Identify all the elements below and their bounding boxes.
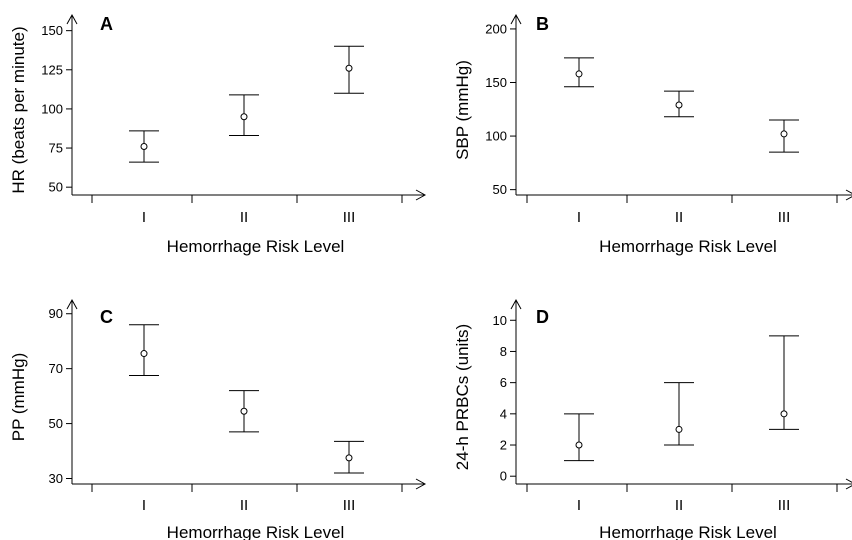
x-category-label: I (577, 497, 581, 514)
y-tick-label: 75 (49, 141, 63, 156)
x-category-label: II (675, 209, 683, 226)
y-tick-label: 70 (49, 361, 63, 376)
data-point (140, 350, 148, 358)
y-tick-label: 150 (41, 23, 63, 38)
x-axis-title: Hemorrhage Risk Level (167, 523, 345, 540)
panel-letter: A (100, 14, 113, 34)
y-tick-label: 150 (485, 75, 507, 90)
y-tick-label: 4 (500, 406, 507, 421)
data-point (575, 441, 583, 449)
x-category-label: III (343, 209, 356, 226)
y-tick-label: 200 (485, 21, 507, 36)
y-tick-label: 0 (500, 469, 507, 484)
x-axis-arrow (845, 189, 852, 201)
data-point (575, 70, 583, 78)
y-axis-arrow (66, 13, 78, 25)
y-axis-title: PP (mmHg) (9, 353, 28, 441)
x-category-label: I (142, 497, 146, 514)
data-point (240, 113, 248, 121)
x-axis-arrow (415, 478, 427, 490)
panel-letter: B (536, 14, 549, 34)
x-category-label: I (577, 209, 581, 226)
y-tick-label: 50 (493, 182, 507, 197)
y-tick-label: 90 (49, 306, 63, 321)
y-axis-title: SBP (mmHg) (453, 60, 472, 160)
data-point (240, 407, 248, 415)
data-point (345, 454, 353, 462)
y-tick-label: 50 (49, 416, 63, 431)
y-tick-label: 8 (500, 344, 507, 359)
y-tick-label: 100 (485, 129, 507, 144)
y-axis-arrow (510, 13, 522, 25)
y-axis-title: 24-h PRBCs (units) (453, 324, 472, 470)
y-tick-label: 50 (49, 180, 63, 195)
x-category-label: II (675, 497, 683, 514)
y-axis-title: HR (beats per minute) (9, 26, 28, 193)
x-category-label: II (240, 209, 248, 226)
y-axis-arrow (66, 298, 78, 310)
panel-letter: C (100, 307, 113, 327)
x-axis-arrow (845, 478, 852, 490)
data-point (780, 130, 788, 138)
y-tick-label: 100 (41, 101, 63, 116)
data-point (675, 101, 683, 109)
x-category-label: III (343, 497, 356, 514)
y-tick-label: 125 (41, 62, 63, 77)
panel-letter: D (536, 307, 549, 327)
x-axis-title: Hemorrhage Risk Level (167, 237, 345, 256)
data-point (675, 425, 683, 433)
data-point (780, 410, 788, 418)
x-axis-arrow (415, 189, 427, 201)
y-tick-label: 6 (500, 375, 507, 390)
data-point (345, 64, 353, 72)
data-point (140, 142, 148, 150)
x-category-label: I (142, 209, 146, 226)
y-tick-label: 2 (500, 438, 507, 453)
y-axis-arrow (510, 298, 522, 310)
x-category-label: II (240, 497, 248, 514)
x-axis-title: Hemorrhage Risk Level (599, 237, 777, 256)
y-tick-label: 10 (493, 313, 507, 328)
x-category-label: III (778, 497, 791, 514)
y-tick-label: 30 (49, 471, 63, 486)
x-axis-title: Hemorrhage Risk Level (599, 523, 777, 540)
x-category-label: III (778, 209, 791, 226)
